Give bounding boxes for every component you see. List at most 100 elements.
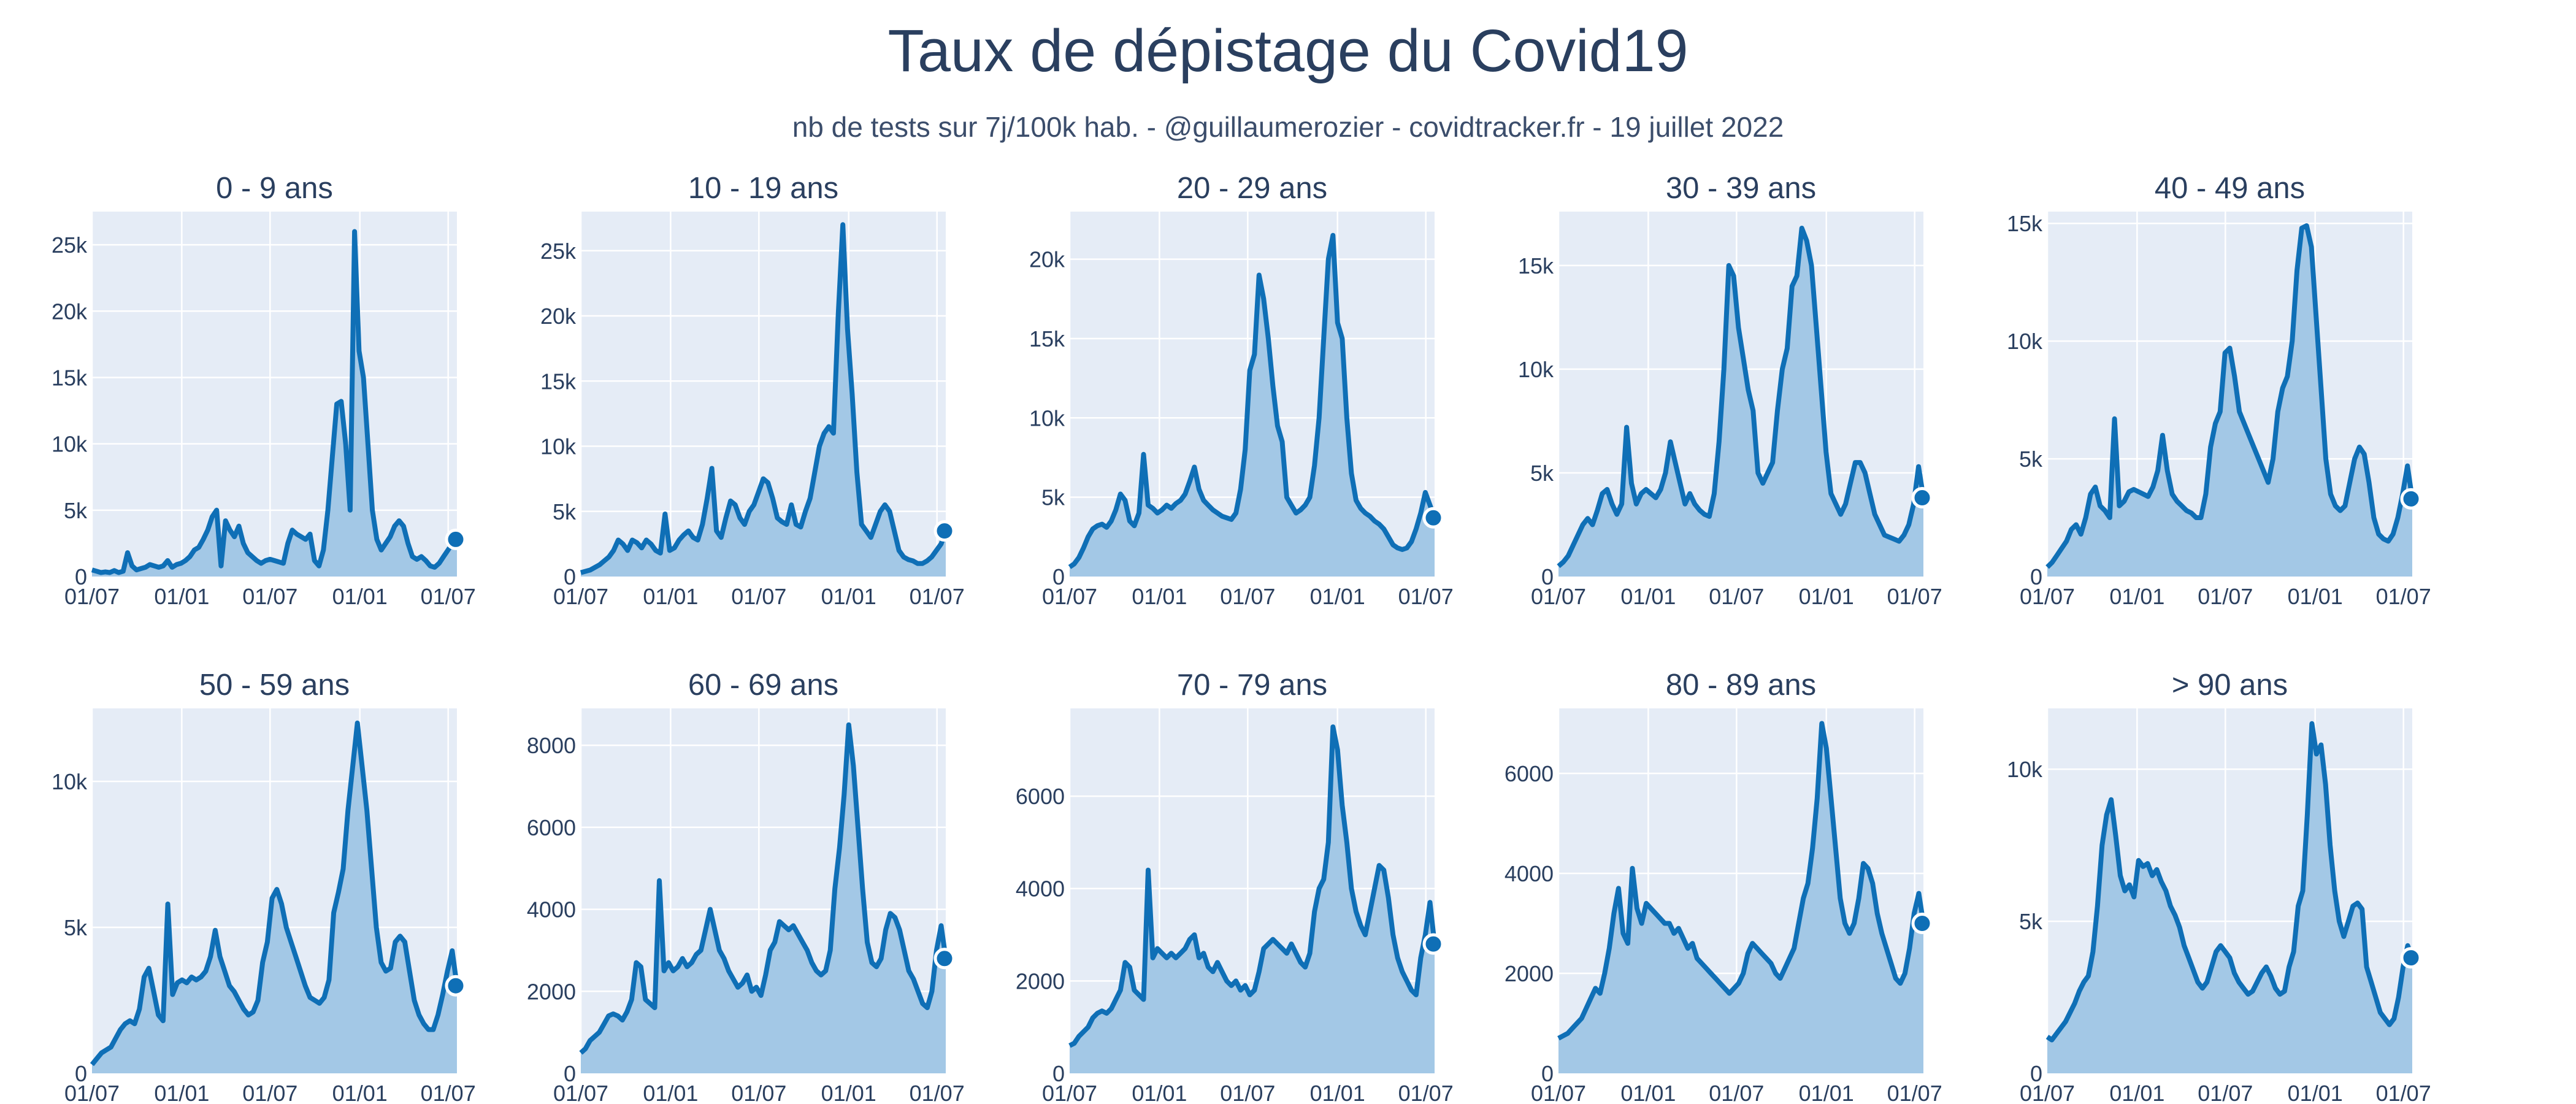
y-tick-label: 10k [52,769,88,794]
y-tick-label: 5k [553,499,577,524]
x-tick-label: 01/01 [1310,1081,1365,1104]
x-tick-label: 01/07 [64,1081,120,1104]
y-tick-label: 15k [1029,326,1065,351]
y-tick-label: 10k [52,432,88,457]
panel-7: 60 - 69 ans 0 2000 4000 6000 8000 01/07 01/01 01… [527,669,965,1104]
last-value-marker [445,528,467,550]
y-tick-label: 2000 [1505,961,1554,986]
series-line [91,229,459,575]
x-tick-label: 01/07 [1042,584,1097,609]
series-line [90,720,459,1067]
last-value-marker [2400,947,2422,969]
x-tick-label: 01/07 [2198,1081,2253,1104]
x-tick-label: 01/01 [643,1081,698,1104]
y-tick-label: 10k [2007,329,2043,354]
x-tick-label: 01/01 [643,584,698,609]
last-value-marker [933,520,956,542]
x-tick-label: 01/01 [154,584,209,609]
x-tick-label: 01/01 [2109,1081,2164,1104]
x-tick-label: 01/01 [1132,584,1187,609]
series-line [580,222,948,575]
y-tick-label: 20k [52,299,88,324]
x-tick-label: 01/07 [421,1081,476,1104]
series-line [1068,232,1437,569]
x-tick-label: 01/01 [154,1081,209,1104]
x-tick-label: 01/07 [1887,584,1942,609]
y-tick-label: 5k [2019,447,2043,472]
last-value-marker [1911,912,1933,934]
y-tick-label: 15k [1518,253,1554,278]
y-tick-label: 0 [2030,1061,2042,1086]
y-tick-label: 15k [2007,211,2043,236]
y-tick-label: 20k [1029,247,1065,272]
y-tick-label: 4000 [1016,876,1065,902]
chart-subtitle: nb de tests sur 7j/100k hab. - @guillaum… [792,111,1784,143]
x-tick-label: 01/01 [1132,1081,1187,1104]
x-tick-label: 01/01 [1799,584,1854,609]
series-line [1557,226,1926,569]
panel-4: 30 - 39 ans 0 5k 10k 15k 01/07 01/01 01/07 01/01… [1518,172,1942,609]
x-tick-label: 01/07 [1709,1081,1764,1104]
x-tick-label: 01/01 [1310,584,1365,609]
chart-title: Taux de dépistage du Covid19 [887,17,1689,84]
x-tick-label: 01/07 [910,584,965,609]
panel-2: 10 - 19 ans 0 5k 10k 15k 20k 25k 01/07 01/01 01/0… [540,172,965,609]
y-tick-label: 0 [1052,564,1065,589]
last-value-marker [1422,507,1444,529]
x-tick-label: 01/07 [2198,584,2253,609]
x-tick-label: 01/01 [332,584,388,609]
y-tick-label: 5k [2019,909,2043,934]
y-tick-label: 10k [540,434,577,459]
x-tick-label: 01/07 [64,584,120,609]
y-tick-label: 0 [1541,1061,1554,1086]
x-tick-label: 01/07 [1531,1081,1586,1104]
x-tick-label: 01/07 [1220,584,1275,609]
y-tick-label: 0 [1052,1061,1065,1086]
y-tick-label: 0 [75,1061,87,1086]
x-tick-label: 01/07 [2020,584,2075,609]
y-tick-label: 15k [540,369,577,394]
last-value-marker [933,948,956,970]
y-tick-label: 0 [2030,564,2042,589]
y-tick-label: 0 [1541,564,1554,589]
series-line [2045,721,2415,1043]
x-tick-label: 01/07 [1398,1081,1454,1104]
last-value-marker [1911,487,1933,509]
x-tick-label: 01/07 [553,1081,608,1104]
panel-3: 20 - 29 ans 0 5k 10k 15k 20k 01/07 01/01 01/07 01… [1029,172,1454,609]
panel-title: 50 - 59 ans [199,669,350,702]
x-tick-label: 01/01 [1620,584,1676,609]
y-tick-label: 25k [540,239,577,264]
panel-title: 30 - 39 ans [1666,172,1816,205]
y-tick-label: 5k [1041,485,1065,510]
y-tick-label: 5k [64,498,88,523]
area-fill [1070,235,1435,577]
panel-5: 40 - 49 ans 0 5k 10k 15k 01/07 01/01 01/07 01/01… [2007,172,2431,609]
x-tick-label: 01/07 [242,1081,297,1104]
area-fill [1070,727,1435,1073]
series-line [1557,721,1926,1041]
panel-title: 70 - 79 ans [1177,669,1327,702]
last-value-marker [445,975,467,997]
y-tick-label: 2000 [527,979,576,1004]
x-tick-label: 01/01 [821,584,876,609]
panel-title: 60 - 69 ans [688,669,838,702]
y-tick-label: 6000 [1505,761,1554,786]
panel-9: 80 - 89 ans 0 2000 4000 6000 01/07 01/01 01/07 0… [1505,669,1942,1104]
x-tick-label: 01/07 [1531,584,1586,609]
last-value-marker [1422,933,1444,955]
x-tick-label: 01/07 [2020,1081,2075,1104]
panel-title: 80 - 89 ans [1666,669,1816,702]
y-tick-label: 4000 [527,897,576,922]
y-tick-label: 0 [75,564,87,589]
x-tick-label: 01/01 [332,1081,388,1104]
series-line [579,722,948,1055]
x-tick-label: 01/07 [553,584,608,609]
x-tick-label: 01/07 [1709,584,1764,609]
panel-10: > 90 ans 0 5k 10k 01/07 01/01 01/07 01/01 01/07 [2007,669,2431,1104]
series-line [1068,724,1437,1048]
y-tick-label: 10k [2007,757,2043,782]
x-tick-label: 01/07 [731,1081,786,1104]
area-fill [2047,723,2412,1073]
